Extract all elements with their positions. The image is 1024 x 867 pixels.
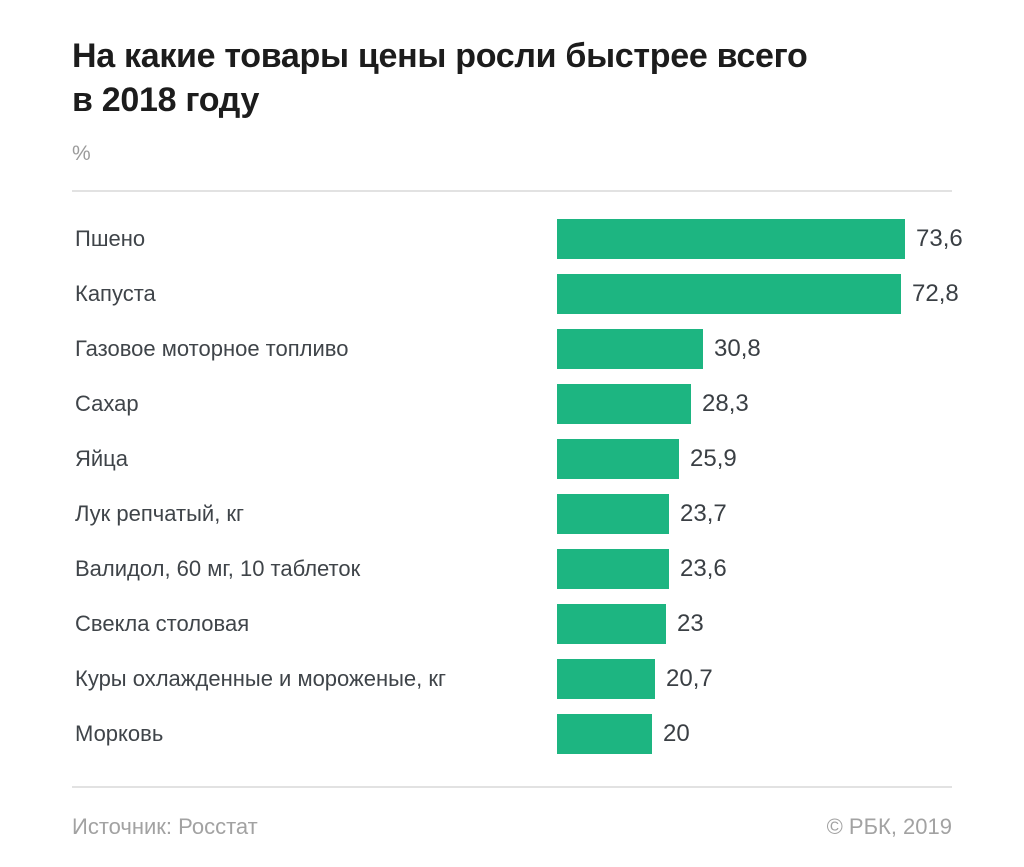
chart-row: Свекла столовая 23 bbox=[72, 604, 952, 644]
category-label: Морковь bbox=[75, 721, 164, 746]
source-label: Источник: Росстат bbox=[72, 814, 258, 839]
value-label: 28,3 bbox=[702, 390, 749, 417]
category-label: Капуста bbox=[75, 281, 156, 306]
value-label: 23 bbox=[677, 610, 704, 637]
credit-label: © РБК, 2019 bbox=[826, 814, 952, 839]
bottom-divider bbox=[72, 786, 952, 788]
chart-row: Валидол, 60 мг, 10 таблеток 23,6 bbox=[72, 549, 952, 589]
category-label: Свекла столовая bbox=[75, 611, 250, 636]
chart-row: Газовое моторное топливо 30,8 bbox=[72, 329, 952, 369]
value-label: 72,8 bbox=[912, 280, 959, 307]
category-label: Валидол, 60 мг, 10 таблеток bbox=[75, 556, 361, 581]
bar bbox=[557, 659, 655, 699]
bar bbox=[557, 274, 901, 314]
top-divider bbox=[72, 190, 952, 192]
page-title-line-1: На какие товары цены росли быстрее всего bbox=[72, 37, 808, 75]
value-label: 73,6 bbox=[916, 225, 963, 252]
value-label: 20,7 bbox=[666, 665, 713, 692]
chart-row: Куры охлажденные и мороженые, кг 20,7 bbox=[72, 659, 952, 699]
chart-row: Пшено 73,6 bbox=[72, 219, 963, 259]
category-label: Пшено bbox=[75, 226, 146, 251]
chart-row: Сахар 28,3 bbox=[72, 384, 952, 424]
bar bbox=[557, 329, 703, 369]
page-title: На какие товары цены росли быстрее всего… bbox=[72, 34, 952, 122]
bar bbox=[557, 494, 669, 534]
category-label: Яйца bbox=[75, 446, 129, 471]
chart-row: Яйца 25,9 bbox=[72, 439, 952, 479]
bar-chart: Пшено 73,6 Капуста 72,8 Газовое моторное топ… bbox=[72, 192, 963, 754]
category-label: Куры охлажденные и мороженые, кг bbox=[75, 666, 447, 691]
category-label: Сахар bbox=[75, 391, 139, 416]
bar bbox=[557, 439, 679, 479]
chart-row: Капуста 72,8 bbox=[72, 274, 959, 314]
value-label: 20 bbox=[663, 720, 690, 747]
bar bbox=[557, 604, 666, 644]
category-label: Лук репчатый, кг bbox=[75, 501, 245, 526]
value-label: 23,7 bbox=[680, 500, 727, 527]
value-label: 23,6 bbox=[680, 555, 727, 582]
value-label: 30,8 bbox=[714, 335, 761, 362]
value-label: 25,9 bbox=[690, 445, 737, 472]
bar bbox=[557, 219, 905, 259]
bar bbox=[557, 384, 691, 424]
footer: Источник: Росстат © РБК, 2019 bbox=[72, 814, 952, 840]
bar bbox=[557, 714, 652, 754]
category-label: Газовое моторное топливо bbox=[75, 336, 349, 361]
unit-label: % bbox=[72, 142, 91, 165]
bar bbox=[557, 549, 669, 589]
chart-row: Лук репчатый, кг 23,7 bbox=[72, 494, 952, 534]
chart-row: Морковь 20 bbox=[72, 714, 952, 754]
page-title-line-2: в 2018 году bbox=[72, 81, 260, 119]
